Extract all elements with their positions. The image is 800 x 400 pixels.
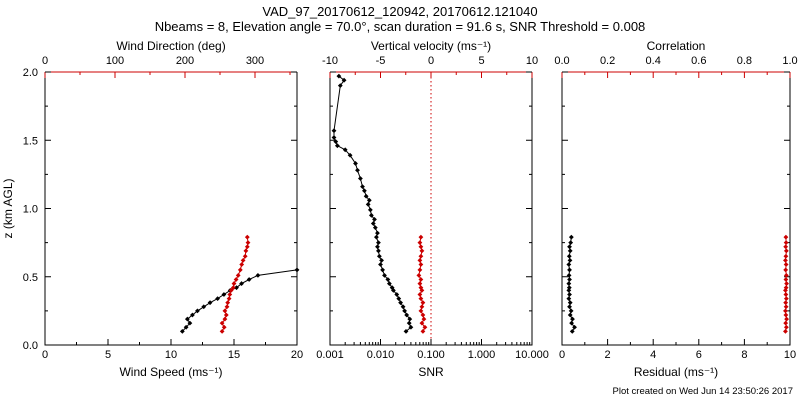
top-tick-label: 0.6 (691, 55, 706, 67)
panel-3: 0 2 4 6 8 10 Residual (ms⁻¹) 0.0 0.2 0.4 0.6 0.8 1.0… (554, 39, 797, 379)
top-axis: -10 -5 0 5 10 Vertical velocity (ms⁻¹) (322, 39, 538, 78)
y-tick-label: 1.0 (23, 204, 38, 216)
bottom-axis: 0 2 4 6 8 10 Residual (ms⁻¹) (559, 339, 796, 379)
top-tick-label: 0 (42, 55, 48, 67)
y-tick-label: 2.0 (23, 67, 38, 79)
plot-box (561, 72, 791, 346)
top-tick-label: 300 (246, 55, 264, 67)
y-tick-label: 0.5 (23, 272, 38, 284)
bottom-tick-label: 0.100 (417, 349, 445, 361)
top-tick-label: 1.0 (782, 55, 797, 67)
y-tick-label: 0.0 (23, 340, 38, 352)
plot-box (44, 72, 298, 346)
top-axis-title: Correlation (647, 39, 706, 53)
wind-speed-series (179, 267, 300, 334)
snr-line (333, 75, 412, 332)
bottom-tick-label: 10.000 (515, 349, 549, 361)
y-axis: 0.0 0.5 1.0 1.5 2.0 z (km AGL) (1, 67, 297, 352)
top-tick-label: 10 (526, 55, 538, 67)
bottom-tick-label: 15 (228, 349, 240, 361)
correlation-series (783, 234, 789, 334)
wind-speed-line (181, 269, 298, 332)
bottom-tick-label: 0 (559, 349, 565, 361)
panel-2: 0.001 0.010 0.100 1.000 10.000 SNR -10 -5 0 5 10 Ve… (316, 39, 549, 379)
residual-markers (566, 234, 577, 334)
plot-title: VAD_97_20170612_120942, 20170612.121040 (262, 4, 537, 19)
top-tick-label: 0.4 (646, 55, 661, 67)
top-tick-label: 0.2 (600, 55, 615, 67)
residual-series (566, 234, 577, 334)
top-tick-label: -5 (376, 55, 386, 67)
top-tick-label: 5 (478, 55, 484, 67)
panel-1: 0 5 10 15 20 Wind Speed (ms⁻¹) 0 100 200 300 Wind … (1, 39, 303, 379)
top-tick-label: 200 (176, 55, 194, 67)
bottom-tick-label: 0.010 (367, 349, 395, 361)
y-axis-title: z (km AGL) (1, 178, 15, 238)
top-tick-label: 100 (106, 55, 124, 67)
bottom-axis-title: SNR (418, 365, 444, 379)
bottom-tick-label: 1.000 (468, 349, 496, 361)
bottom-axis-title: Wind Speed (ms⁻¹) (119, 365, 222, 379)
vertical-velocity-markers (416, 234, 428, 334)
y-axis (562, 71, 790, 346)
wind-direction-markers (219, 234, 251, 334)
bottom-tick-label: 4 (650, 349, 656, 361)
plot-subtitle: Nbeams = 8, Elevation angle = 70.0°, sca… (155, 19, 646, 34)
bottom-tick-label: 20 (291, 349, 303, 361)
bottom-tick-label: 5 (105, 349, 111, 361)
bottom-tick-label: 0.001 (316, 349, 344, 361)
bottom-axis: 0.001 0.010 0.100 1.000 10.000 SNR (316, 339, 549, 379)
bottom-tick-label: 10 (784, 349, 796, 361)
plot-box (329, 72, 533, 346)
top-tick-label: 0.0 (554, 55, 569, 67)
wind-direction-series (219, 234, 251, 334)
top-axis-title: Vertical velocity (ms⁻¹) (371, 39, 491, 53)
y-tick-label: 1.5 (23, 135, 38, 147)
top-axis: 0.0 0.2 0.4 0.6 0.8 1.0 Correlation (554, 39, 798, 78)
top-tick-label: 0.8 (737, 55, 752, 67)
bottom-axis: 0 5 10 15 20 Wind Speed (ms⁻¹) (42, 339, 303, 379)
top-tick-label: 0 (428, 55, 434, 67)
top-tick-label: -10 (322, 55, 338, 67)
correlation-markers (783, 234, 789, 334)
top-axis: 0 100 200 300 Wind Direction (deg) (42, 39, 291, 78)
bottom-tick-label: 10 (165, 349, 177, 361)
vertical-velocity-series (416, 234, 428, 334)
wind-speed-markers (179, 267, 300, 334)
snr-markers (331, 73, 414, 334)
y-axis (330, 71, 532, 346)
bottom-tick-label: 8 (741, 349, 747, 361)
bottom-tick-label: 2 (605, 349, 611, 361)
top-axis-title: Wind Direction (deg) (116, 39, 225, 53)
bottom-axis-title: Residual (ms⁻¹) (634, 365, 718, 379)
bottom-tick-label: 0 (42, 349, 48, 361)
bottom-tick-label: 6 (696, 349, 702, 361)
plot-created-timestamp: Plot created on Wed Jun 14 23:50:26 2017 (613, 386, 793, 397)
snr-series (331, 73, 414, 334)
